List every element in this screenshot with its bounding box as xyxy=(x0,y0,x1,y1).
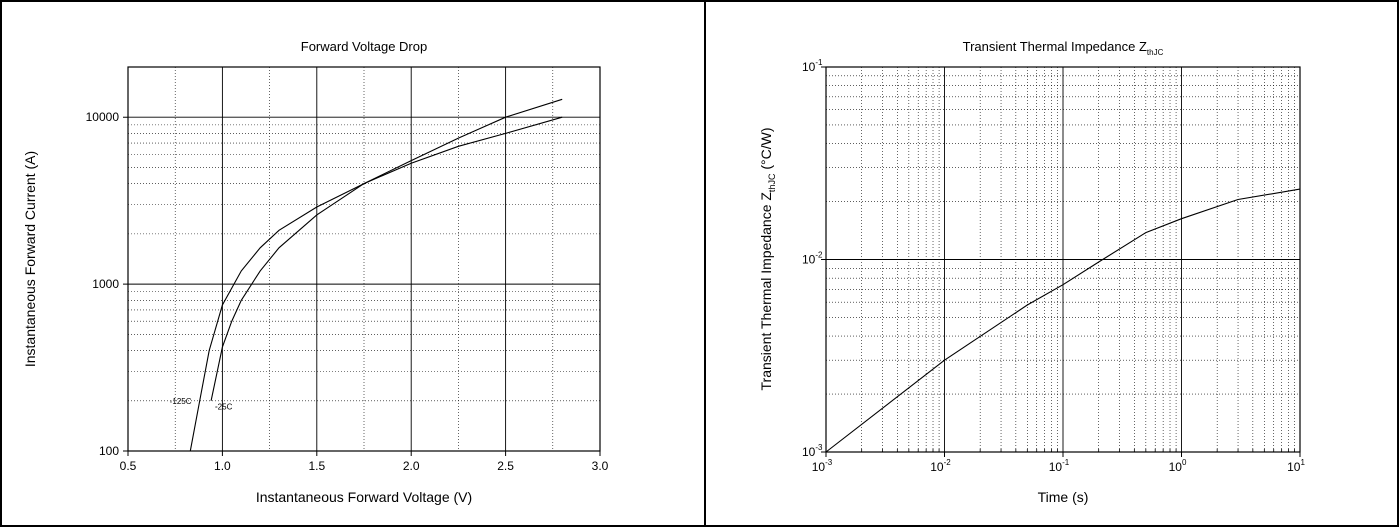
left-x-tick-label: 2.0 xyxy=(403,459,420,473)
right-y-tick-label: 10-2 xyxy=(802,251,823,267)
curve-label-125C: ◦125C xyxy=(170,397,192,406)
left-minor-grid xyxy=(128,66,600,451)
left-y-tick-label: 100 xyxy=(99,444,119,458)
left-x-tick-label: 2.5 xyxy=(497,459,514,473)
right-ticks: 10-3 10-2 10-1 100 101 10-3 10-2 10-1 xyxy=(802,58,1305,474)
left-major-grid xyxy=(128,67,600,451)
left-y-tick-label: 10000 xyxy=(86,110,120,124)
forward-voltage-drop-chart: ◦125C ◦25C 0.5 1.0 1.5 2.0 2.5 3.0 100 1000 10000… xyxy=(22,39,609,505)
left-y-tick-label: 1000 xyxy=(92,277,119,291)
right-y-axis-label-subscript: thJC xyxy=(767,173,777,192)
right-x-tick-label: 101 xyxy=(1287,458,1305,474)
left-series-layer: ◦125C ◦25C xyxy=(170,98,563,452)
right-chart-title: Transient Thermal Impedance ZthJC xyxy=(963,39,1164,57)
left-x-axis-label: Instantaneous Forward Voltage (V) xyxy=(256,489,472,505)
series-line-25C xyxy=(210,98,563,401)
left-x-tick-label: 1.0 xyxy=(214,459,231,473)
left-plot-frame xyxy=(127,66,601,452)
right-y-tick-label: 10-1 xyxy=(802,58,823,74)
right-major-grid xyxy=(826,67,1300,452)
right-series-layer xyxy=(825,188,1301,453)
left-x-tick-label: 3.0 xyxy=(592,459,609,473)
right-plot-frame xyxy=(825,66,1301,453)
right-x-tick-label: 10-2 xyxy=(930,458,951,474)
right-chart-title-subscript: thJC xyxy=(1147,48,1164,57)
left-chart-title: Forward Voltage Drop xyxy=(301,39,427,54)
left-x-tick-label: 0.5 xyxy=(120,459,137,473)
left-x-tick-label: 1.5 xyxy=(308,459,325,473)
left-y-axis-label: Instantaneous Forward Current (A) xyxy=(22,151,38,367)
right-y-tick-label: 10-3 xyxy=(802,443,823,459)
right-x-tick-label: 100 xyxy=(1169,458,1187,474)
right-y-axis-label-unit: (°C/W) xyxy=(758,128,774,174)
left-ticks: 0.5 1.0 1.5 2.0 2.5 3.0 100 1000 10000 xyxy=(86,110,609,473)
transient-thermal-impedance-chart: 10-3 10-2 10-1 100 101 10-3 10-2 10-1 Transient… xyxy=(758,39,1305,505)
right-chart-title-main: Transient Thermal Impedance Z xyxy=(963,39,1147,54)
series-line-125C xyxy=(189,116,563,452)
right-y-axis-label: Transient Thermal Impedance ZthJC (°C/W) xyxy=(758,128,777,391)
right-x-tick-label: 10-1 xyxy=(1049,458,1070,474)
right-x-tick-label: 10-3 xyxy=(812,458,833,474)
zthjc-series-line xyxy=(825,188,1301,453)
right-y-axis-label-main: Transient Thermal Impedance Z xyxy=(758,192,774,391)
right-x-axis-label: Time (s) xyxy=(1038,489,1089,505)
curve-label-25C: ◦25C xyxy=(215,402,233,411)
